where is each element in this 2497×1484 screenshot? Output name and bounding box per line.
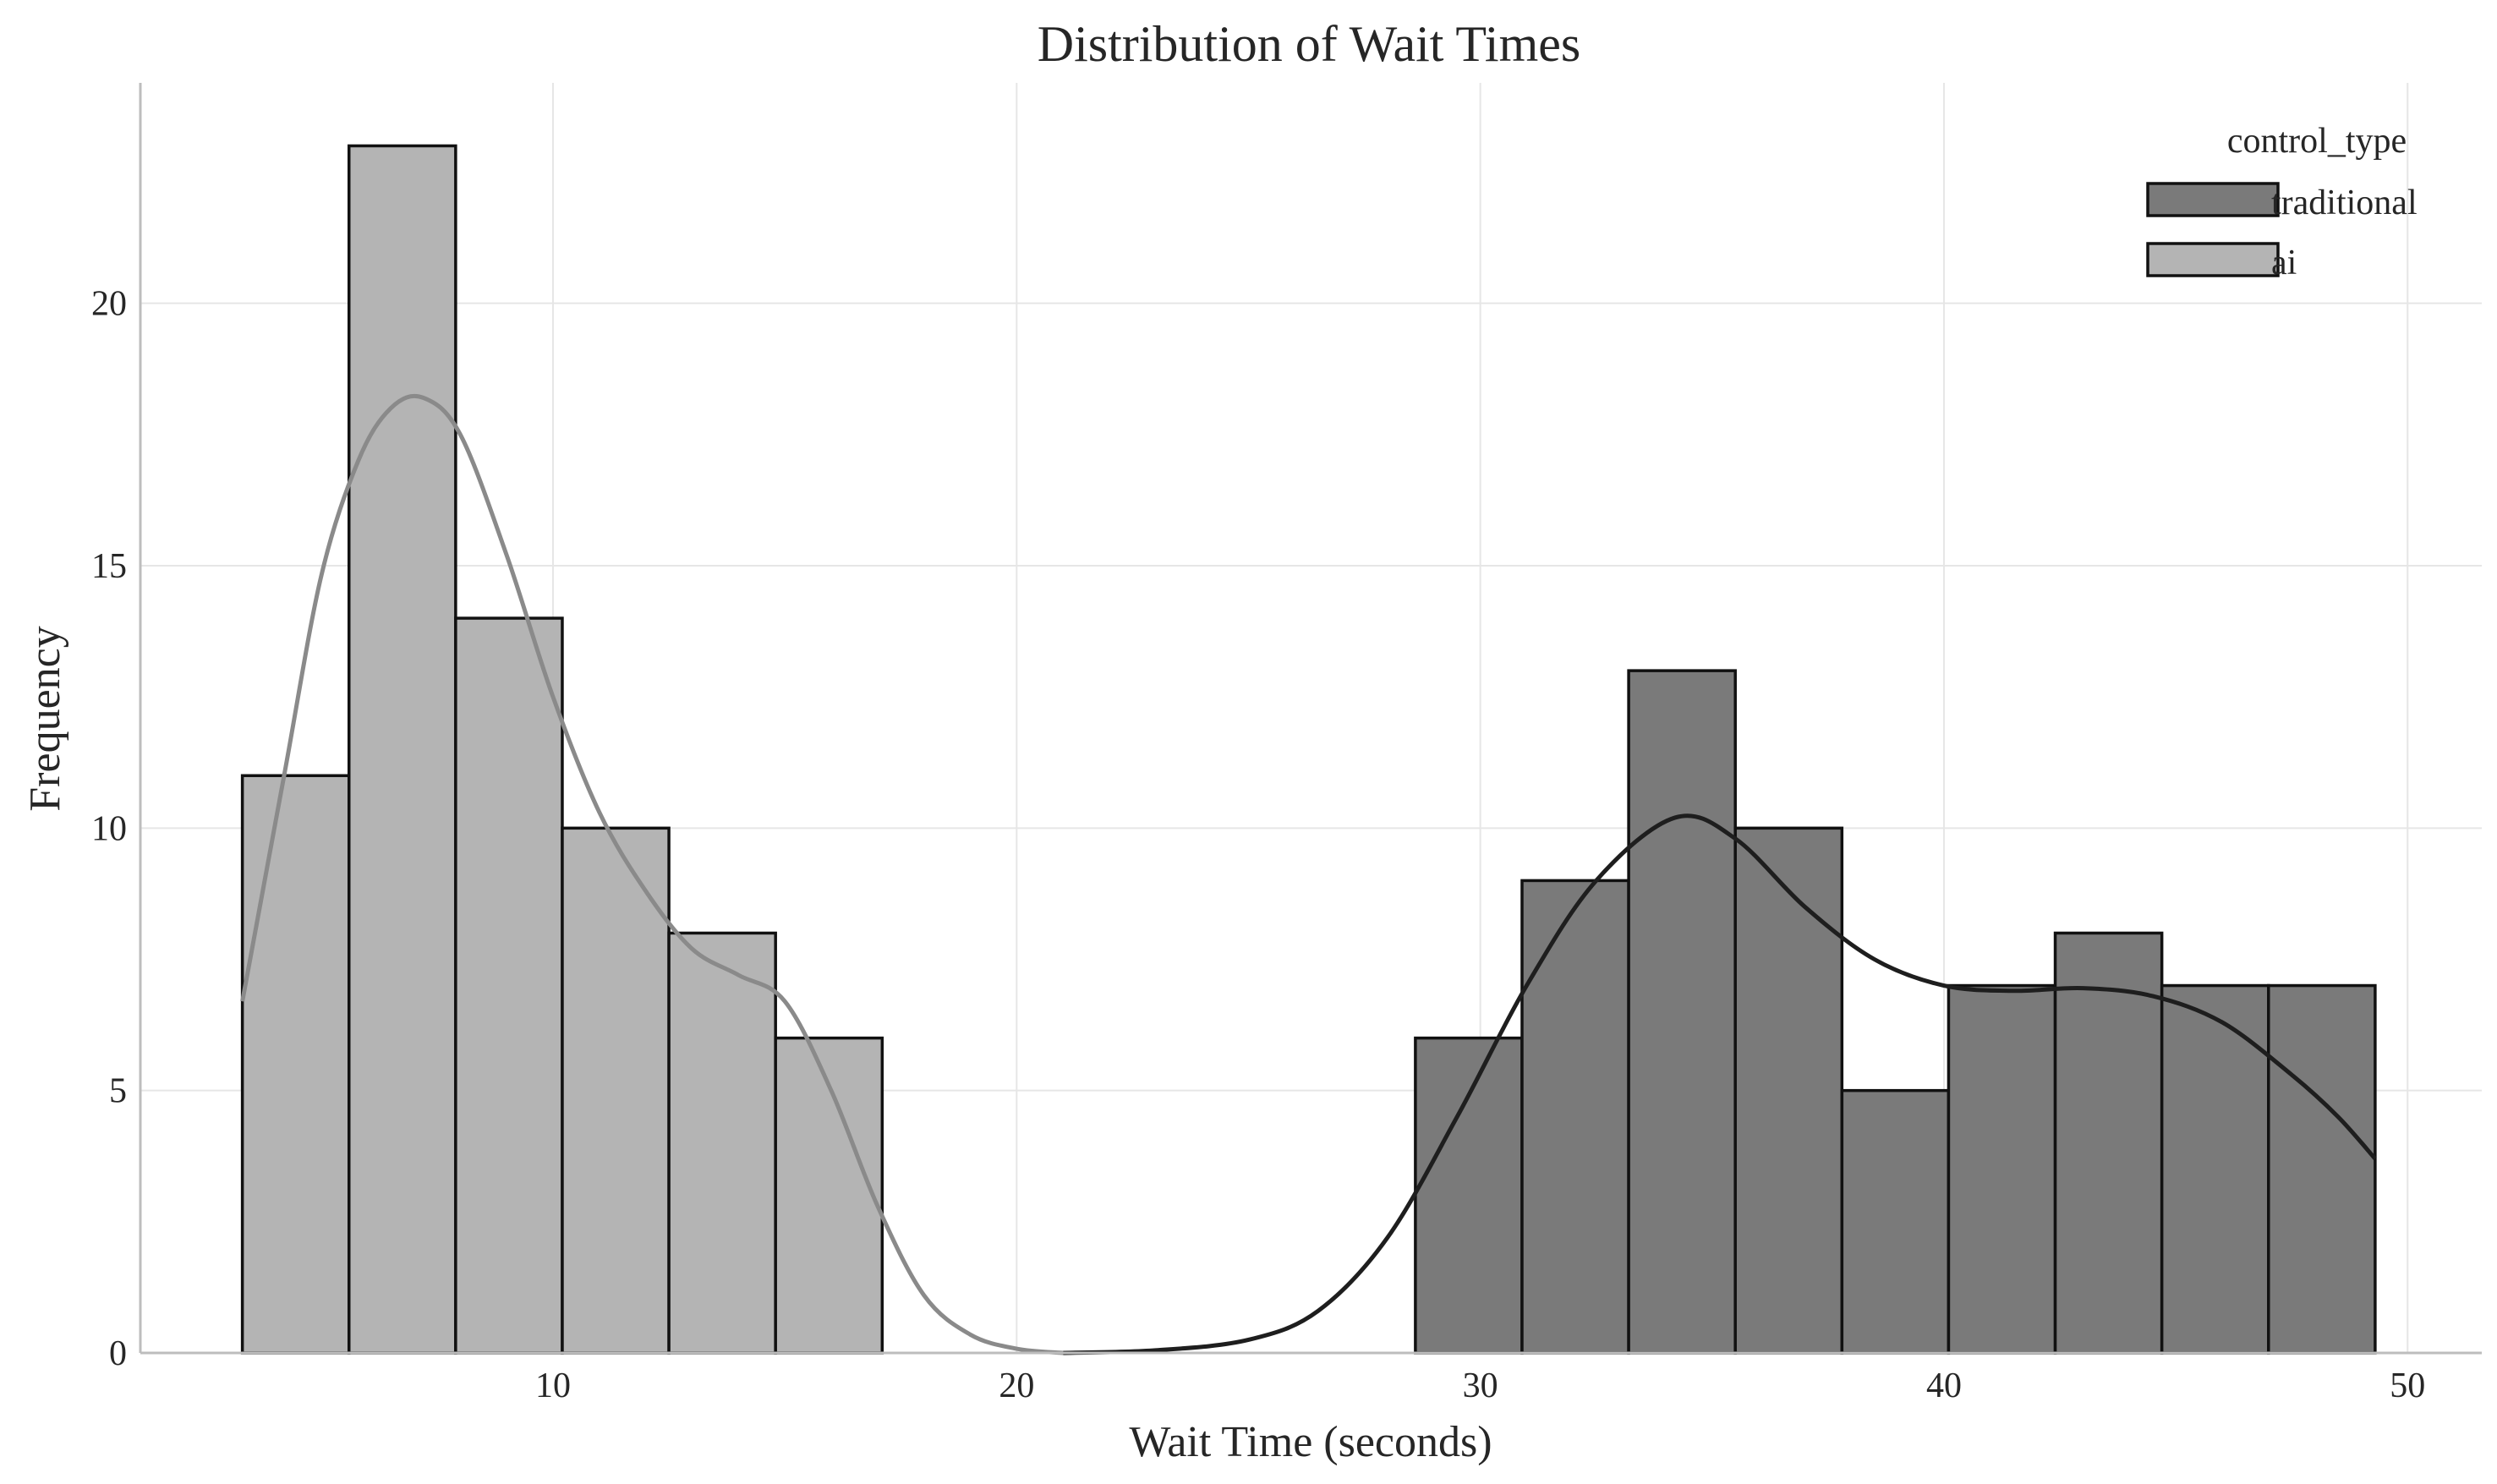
bar-traditional-0 bbox=[1414, 1036, 1524, 1355]
bar-traditional-2 bbox=[1627, 669, 1737, 1355]
y-tick-20: 20 bbox=[91, 285, 127, 324]
y-tick-10: 10 bbox=[91, 809, 127, 848]
x-axis-label: Wait Time (seconds) bbox=[1129, 1418, 1492, 1466]
y-tick-0: 0 bbox=[109, 1334, 127, 1373]
y-tick-15: 15 bbox=[91, 547, 127, 586]
bar-ai-1 bbox=[347, 144, 457, 1355]
bar-traditional-1 bbox=[1520, 879, 1630, 1355]
kde-line-ai bbox=[240, 393, 1064, 1355]
y-tick-5: 5 bbox=[109, 1072, 127, 1111]
bar-ai-2 bbox=[454, 616, 564, 1355]
x-tick-10: 10 bbox=[535, 1366, 571, 1405]
legend-title: control_type bbox=[2227, 122, 2407, 161]
bar-ai-0 bbox=[240, 774, 351, 1355]
legend: control_type traditional ai bbox=[2146, 122, 2418, 282]
legend-swatch-ai bbox=[2146, 242, 2280, 277]
chart-title: Distribution of Wait Times bbox=[1038, 16, 1580, 72]
bar-traditional-4 bbox=[1840, 1088, 1951, 1355]
kde-line-traditional bbox=[1063, 813, 2377, 1355]
kde-curves bbox=[240, 393, 2377, 1355]
x-tick-40: 40 bbox=[1926, 1366, 1962, 1405]
bar-ai-4 bbox=[667, 931, 777, 1355]
legend-swatch-traditional bbox=[2146, 182, 2280, 217]
y-tick-labels: 0 5 10 15 20 bbox=[91, 285, 127, 1373]
legend-label-traditional: traditional bbox=[2271, 183, 2418, 222]
x-tick-labels: 10 20 30 40 50 bbox=[535, 1366, 2425, 1405]
y-axis-label: Frequency bbox=[21, 626, 69, 811]
legend-label-ai: ai bbox=[2271, 244, 2297, 282]
x-tick-20: 20 bbox=[999, 1366, 1034, 1405]
histogram-bars bbox=[240, 144, 2377, 1355]
bar-ai-3 bbox=[561, 826, 671, 1355]
bar-traditional-3 bbox=[1733, 826, 1844, 1355]
x-tick-30: 30 bbox=[1463, 1366, 1498, 1405]
bar-traditional-8 bbox=[2267, 983, 2377, 1355]
x-tick-50: 50 bbox=[2390, 1366, 2425, 1405]
bar-traditional-5 bbox=[1947, 983, 2057, 1355]
